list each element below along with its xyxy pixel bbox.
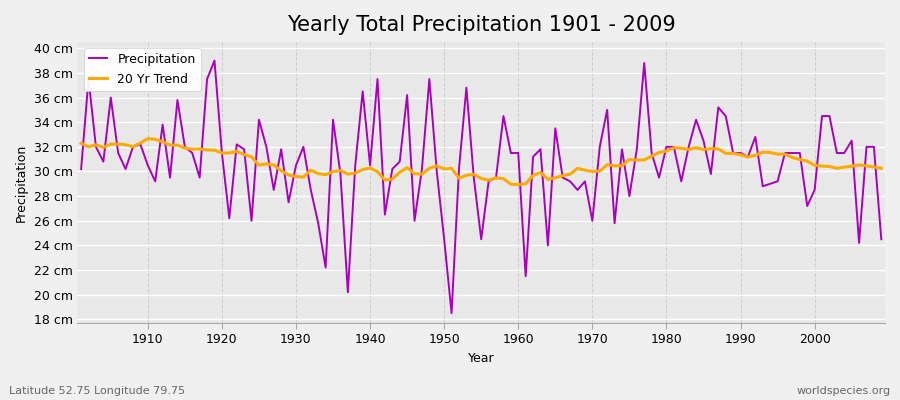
Precipitation <box>876 237 886 242</box>
Line: Precipitation: Precipitation <box>81 60 881 313</box>
20 Yr Trend <box>135 140 146 145</box>
Precipitation <box>350 163 361 168</box>
20 Yr Trend <box>513 182 524 187</box>
20 Yr Trend <box>76 141 86 146</box>
Line: 20 Yr Trend: 20 Yr Trend <box>81 139 881 185</box>
Text: Latitude 52.75 Longitude 79.75: Latitude 52.75 Longitude 79.75 <box>9 386 185 396</box>
Precipitation <box>305 188 316 192</box>
20 Yr Trend <box>142 136 153 141</box>
X-axis label: Year: Year <box>468 352 494 365</box>
20 Yr Trend <box>305 168 316 172</box>
20 Yr Trend <box>616 163 627 168</box>
Legend: Precipitation, 20 Yr Trend: Precipitation, 20 Yr Trend <box>84 48 201 91</box>
Precipitation <box>76 167 86 172</box>
Precipitation <box>527 154 538 159</box>
20 Yr Trend <box>876 166 886 171</box>
Text: worldspecies.org: worldspecies.org <box>796 386 891 396</box>
Title: Yearly Total Precipitation 1901 - 2009: Yearly Total Precipitation 1901 - 2009 <box>287 15 676 35</box>
Precipitation <box>209 58 220 63</box>
20 Yr Trend <box>527 173 538 178</box>
20 Yr Trend <box>520 181 531 186</box>
Precipitation <box>616 147 627 152</box>
Precipitation <box>135 142 146 147</box>
20 Yr Trend <box>350 171 361 176</box>
Precipitation <box>520 274 531 279</box>
Y-axis label: Precipitation: Precipitation <box>15 144 28 222</box>
Precipitation <box>446 311 457 316</box>
